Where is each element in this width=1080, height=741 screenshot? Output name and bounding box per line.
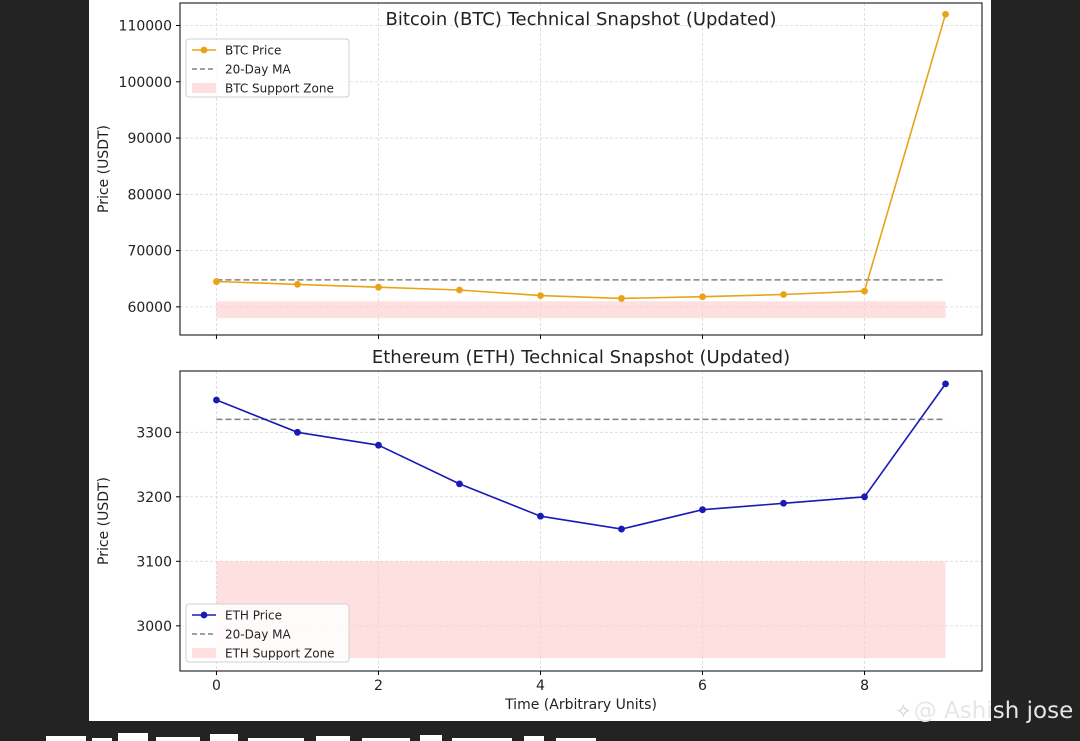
data-point bbox=[942, 10, 949, 18]
x-tick-label: 2 bbox=[374, 678, 383, 694]
chart-1: 3000 3100 3200 3300 0 2 4 6 8 Ethereum (ETH) Tech… bbox=[96, 347, 983, 713]
data-point bbox=[294, 428, 301, 436]
data-point bbox=[375, 283, 382, 291]
legend-entry: BTC Price bbox=[225, 44, 281, 58]
y-tick-label: 60000 bbox=[127, 300, 172, 316]
plot-frame bbox=[179, 370, 983, 672]
y-tick-label: 100000 bbox=[119, 75, 172, 91]
data-point bbox=[618, 295, 625, 302]
data-point bbox=[780, 291, 787, 298]
data-point bbox=[618, 525, 625, 533]
legend-swatch-band bbox=[192, 83, 216, 93]
cut-off-caption bbox=[46, 733, 596, 741]
legend-box bbox=[185, 603, 350, 663]
y-axis-label: Price (USDT) bbox=[96, 477, 112, 565]
legend: BTC Price 20-Day MA BTC Support Zone bbox=[185, 38, 350, 98]
diamond-logo-icon: ✧ bbox=[895, 699, 912, 723]
y-tick-label: 90000 bbox=[127, 131, 172, 147]
legend-entry: 20-Day MA bbox=[225, 63, 291, 77]
data-point bbox=[861, 493, 868, 501]
x-tick-label: 0 bbox=[212, 678, 221, 694]
x-tick-label: 8 bbox=[860, 678, 869, 694]
watermark: ✧@ Ashish jose bbox=[895, 698, 1073, 724]
legend-box bbox=[185, 38, 350, 98]
x-axis-label: Time (Arbitrary Units) bbox=[504, 697, 657, 713]
data-point bbox=[294, 280, 301, 288]
data-point bbox=[537, 292, 544, 300]
chart-panel: 60000 70000 80000 90000 100000 110000 Bitcoin … bbox=[89, 0, 991, 721]
x-tick-label: 4 bbox=[536, 678, 545, 694]
price-series-line bbox=[216, 14, 947, 300]
y-tick-label: 3200 bbox=[136, 490, 172, 506]
data-point bbox=[213, 278, 220, 285]
y-tick-label: 3100 bbox=[136, 554, 172, 570]
support-zone-band bbox=[216, 301, 946, 319]
data-point bbox=[942, 380, 949, 388]
watermark-text: @ Ashish jose bbox=[913, 698, 1074, 724]
data-point bbox=[213, 396, 220, 404]
data-point bbox=[699, 506, 706, 514]
legend-swatch-marker bbox=[200, 46, 208, 54]
data-point bbox=[456, 480, 463, 488]
y-tick-label: 80000 bbox=[127, 187, 172, 203]
legend-swatch-band bbox=[192, 648, 216, 658]
chart-figure: 60000 70000 80000 90000 100000 110000 Bitcoin … bbox=[96, 2, 983, 713]
legend-entry: BTC Support Zone bbox=[225, 82, 334, 96]
y-tick-label: 3000 bbox=[136, 619, 172, 635]
x-tick-label: 6 bbox=[698, 678, 707, 694]
data-point bbox=[780, 499, 787, 507]
plot-frame bbox=[179, 2, 983, 336]
chart-title: Bitcoin (BTC) Technical Snapshot (Update… bbox=[386, 9, 777, 30]
price-series-line bbox=[216, 383, 947, 530]
y-axis-label: Price (USDT) bbox=[96, 125, 112, 213]
legend-entry: ETH Support Zone bbox=[225, 647, 335, 661]
data-point bbox=[456, 286, 463, 294]
legend-swatch-marker bbox=[200, 611, 208, 619]
y-tick-label: 3300 bbox=[136, 425, 172, 441]
data-point bbox=[861, 287, 868, 295]
y-tick-label: 70000 bbox=[127, 244, 172, 260]
legend-entry: 20-Day MA bbox=[225, 628, 291, 642]
data-point bbox=[537, 512, 544, 520]
y-tick-label: 110000 bbox=[119, 19, 172, 35]
data-point bbox=[699, 293, 706, 301]
chart-0: 60000 70000 80000 90000 100000 110000 Bitcoin … bbox=[96, 2, 983, 339]
legend: ETH Price 20-Day MA ETH Support Zone bbox=[185, 603, 350, 663]
chart-title: Ethereum (ETH) Technical Snapshot (Updat… bbox=[372, 347, 790, 368]
legend-entry: ETH Price bbox=[225, 609, 282, 623]
data-point bbox=[375, 441, 382, 449]
